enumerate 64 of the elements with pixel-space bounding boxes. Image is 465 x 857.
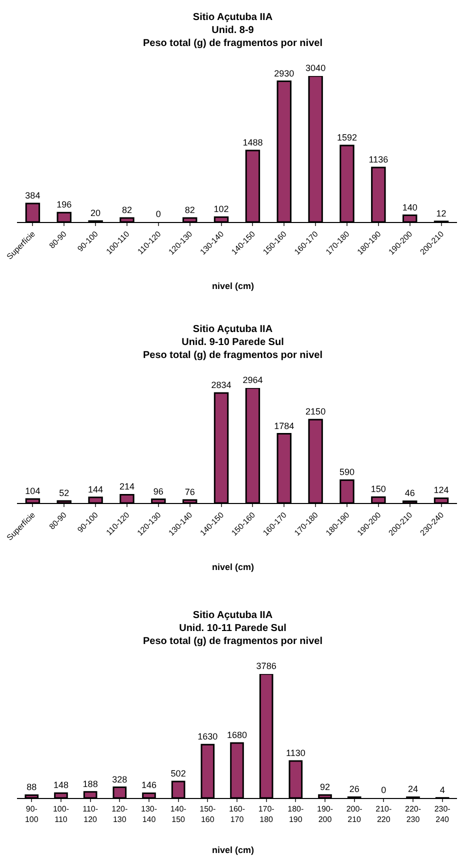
- data-label: 12: [436, 208, 446, 218]
- data-label: 20: [90, 208, 101, 218]
- x-tick-label: 190- 200: [316, 804, 334, 824]
- data-label: 76: [184, 487, 195, 498]
- data-label: 2964: [242, 375, 263, 385]
- data-label: 88: [26, 782, 37, 792]
- data-label: 146: [141, 780, 157, 790]
- data-label: 82: [122, 205, 132, 216]
- x-axis-title: nivel (cm): [212, 845, 254, 855]
- data-label: 196: [56, 200, 72, 210]
- data-label: 124: [434, 485, 449, 496]
- data-label: 1592: [336, 132, 358, 143]
- data-label: 102: [214, 204, 229, 214]
- data-label: 502: [170, 768, 186, 779]
- data-label: 3040: [306, 63, 326, 73]
- data-label: 144: [88, 484, 104, 494]
- x-tick-label: 180- 190: [288, 804, 304, 824]
- x-tick-label: 160- 170: [228, 804, 246, 824]
- data-label: 1130: [286, 748, 306, 758]
- x-axis-title: nivel (cm): [212, 562, 254, 572]
- x-axis-title: nivel (cm): [212, 281, 254, 291]
- data-label: 1784: [274, 420, 294, 431]
- data-label: 140: [402, 202, 418, 212]
- data-label: 188: [82, 778, 98, 789]
- data-label: 4: [440, 784, 445, 795]
- x-tick-label: 210- 220: [376, 804, 392, 824]
- x-tick-label: 130- 140: [140, 804, 158, 824]
- data-label: 26: [349, 784, 360, 794]
- data-label: 2834: [211, 380, 232, 390]
- x-tick-label: 220- 230: [404, 804, 422, 824]
- x-tick-label: 120- 130: [112, 804, 128, 824]
- data-label: 150: [370, 484, 386, 494]
- data-label: 148: [53, 780, 68, 790]
- data-label: 2150: [306, 406, 326, 417]
- data-label: 24: [408, 784, 418, 794]
- x-tick-label: 90- 100: [24, 804, 39, 824]
- x-tick-label: 150- 160: [200, 804, 216, 824]
- chart-title: Sitio Açutuba IIA Unid. 8-9 Peso total (g) de fragmentos por nivel: [143, 12, 323, 49]
- x-tick-label: 110- 120: [82, 804, 98, 824]
- data-label: 1630: [198, 732, 218, 742]
- data-label: 2930: [274, 68, 294, 78]
- x-tick-label: 200- 210: [346, 804, 363, 824]
- x-tick-label: 140- 150: [170, 804, 187, 824]
- data-label: 1136: [368, 154, 388, 164]
- data-label: 46: [404, 488, 415, 498]
- data-label: 0: [381, 785, 386, 795]
- data-label: 590: [339, 467, 355, 478]
- x-tick-label: 230- 240: [434, 804, 451, 824]
- data-label: 3786: [256, 661, 276, 671]
- x-tick-label: 170- 180: [258, 804, 275, 824]
- x-tick-label: 100- 110: [52, 804, 70, 824]
- data-label: 82: [184, 205, 195, 216]
- chart-title: Sitio Açutuba IIA Unid. 10-11 Parede Sul Peso total (g) de fragmentos por nivel: [143, 610, 323, 647]
- chart-title: Sitio Açutuba IIA Unid. 9-10 Parede Sul Peso total (g) de fragmentos por nivel: [143, 324, 323, 361]
- data-label: 52: [59, 488, 70, 498]
- data-label: 104: [25, 486, 40, 496]
- data-label: 384: [25, 190, 40, 201]
- data-label: 214: [119, 482, 134, 492]
- data-label: 0: [156, 209, 161, 219]
- data-label: 1680: [226, 730, 248, 740]
- data-label: 1488: [242, 138, 263, 148]
- data-label: 92: [320, 782, 330, 792]
- data-label: 328: [112, 774, 128, 784]
- data-label: 96: [153, 486, 164, 496]
